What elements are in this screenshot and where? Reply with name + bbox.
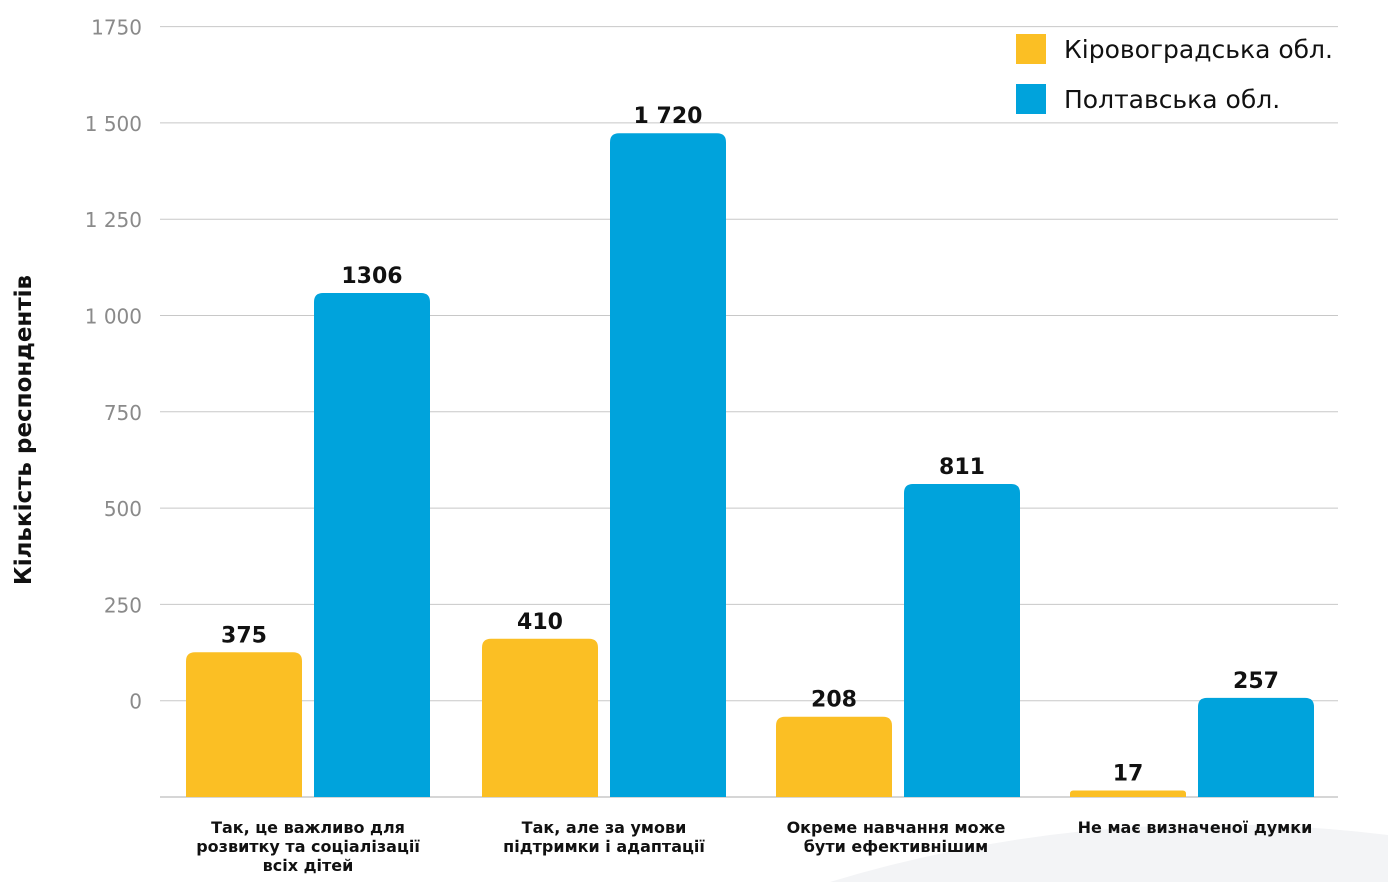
category-label-2: Так, але за умови підтримки і адаптації: [503, 818, 705, 856]
background-shape: [830, 824, 1388, 882]
data-label: 208: [811, 688, 857, 713]
data-label: 17: [1113, 761, 1144, 786]
data-label: 1306: [341, 264, 402, 289]
category-label-1: Так, це важливо для розвитку та соціаліз…: [196, 818, 420, 875]
legend-swatch-poltava: [1016, 84, 1046, 114]
y-tick-label: 500: [104, 497, 142, 521]
bar-kirovohrad-2: [482, 638, 598, 797]
legend-label-poltava: Полтавська обл.: [1064, 84, 1281, 114]
y-axis-title-text: Кількість респондентів: [11, 274, 37, 586]
category-label-4: Не має визначеної думки: [1077, 818, 1313, 837]
data-label: 257: [1233, 669, 1279, 694]
y-tick-label: 1 500: [85, 112, 142, 136]
legend-swatch-kirovohrad: [1016, 34, 1046, 64]
bar-kirovohrad-3: [776, 716, 892, 797]
category-label-3: Окреме навчання може бути ефективнішим: [786, 818, 1006, 856]
bar-poltava-3: [904, 484, 1020, 797]
y-tick-label: 250: [104, 593, 142, 617]
bar-kirovohrad-1: [186, 652, 302, 797]
legend-label-kirovohrad: Кіровоградська обл.: [1064, 34, 1333, 64]
y-tick-label: 0: [129, 690, 142, 714]
bar-kirovohrad-4: [1070, 790, 1186, 797]
legend-item-poltava: Полтавська обл.: [1016, 82, 1333, 116]
bar-poltava-2: [610, 133, 726, 797]
legend: Кіровоградська обл. Полтавська обл.: [1016, 32, 1333, 132]
y-tick-label: 1 250: [85, 208, 142, 232]
data-label: 1 720: [634, 104, 703, 129]
bar-poltava-1: [314, 292, 430, 797]
data-label: 410: [517, 610, 563, 635]
y-tick-label: 1750: [91, 16, 142, 40]
bar-poltava-4: [1198, 697, 1314, 797]
legend-item-kirovohrad: Кіровоградська обл.: [1016, 32, 1333, 66]
data-label: 811: [939, 455, 985, 480]
y-tick-label: 750: [104, 401, 142, 425]
data-label: 375: [221, 623, 267, 648]
y-tick-label: 1 000: [85, 305, 142, 329]
